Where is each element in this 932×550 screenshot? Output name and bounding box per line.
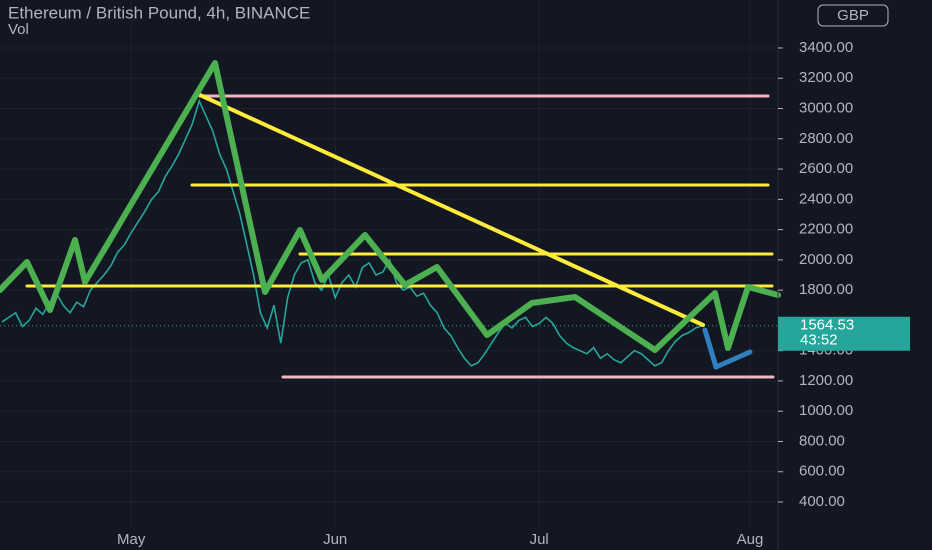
volume-label: Vol bbox=[8, 21, 29, 38]
y-tick-label: 3200.00 bbox=[799, 69, 853, 86]
x-tick-label: Aug bbox=[737, 531, 764, 548]
trend-line bbox=[198, 93, 705, 327]
y-tick-label: 3400.00 bbox=[799, 39, 853, 56]
y-tick-label: 600.00 bbox=[799, 463, 845, 480]
last-price-badge bbox=[778, 316, 910, 351]
price bbox=[0, 98, 778, 367]
y-tick-label: 3000.00 bbox=[799, 99, 853, 116]
y-tick-label: 800.00 bbox=[799, 432, 845, 449]
grid bbox=[0, 0, 778, 528]
y-tick-label: 1000.00 bbox=[799, 402, 853, 419]
y-tick-label: 1200.00 bbox=[799, 372, 853, 389]
currency-badge[interactable] bbox=[817, 4, 889, 27]
x-tick-label: Jul bbox=[530, 531, 549, 548]
y-tick-label: 1800.00 bbox=[799, 281, 853, 298]
drawings bbox=[0, 60, 781, 379]
y-tick-label: 2200.00 bbox=[799, 221, 853, 238]
x-tick-label: Jun bbox=[323, 531, 347, 548]
y-tick-label: 2600.00 bbox=[799, 160, 853, 177]
currency-label: GBP bbox=[837, 7, 869, 24]
zigzag-projection bbox=[0, 60, 781, 353]
chart-title: Ethereum / British Pound, 4h, BINANCE bbox=[8, 3, 310, 22]
last-price-label: 1564.53 bbox=[800, 317, 854, 334]
countdown-label: 43:52 bbox=[800, 332, 838, 349]
y-tick-label: 2000.00 bbox=[799, 251, 853, 268]
y-tick-label: 400.00 bbox=[799, 493, 845, 510]
price-line bbox=[1, 98, 703, 367]
x-tick-label: May bbox=[117, 531, 146, 548]
y-tick-label: 2800.00 bbox=[799, 130, 853, 147]
y-tick-label: 2400.00 bbox=[799, 190, 853, 207]
projection-arrow bbox=[702, 327, 753, 370]
